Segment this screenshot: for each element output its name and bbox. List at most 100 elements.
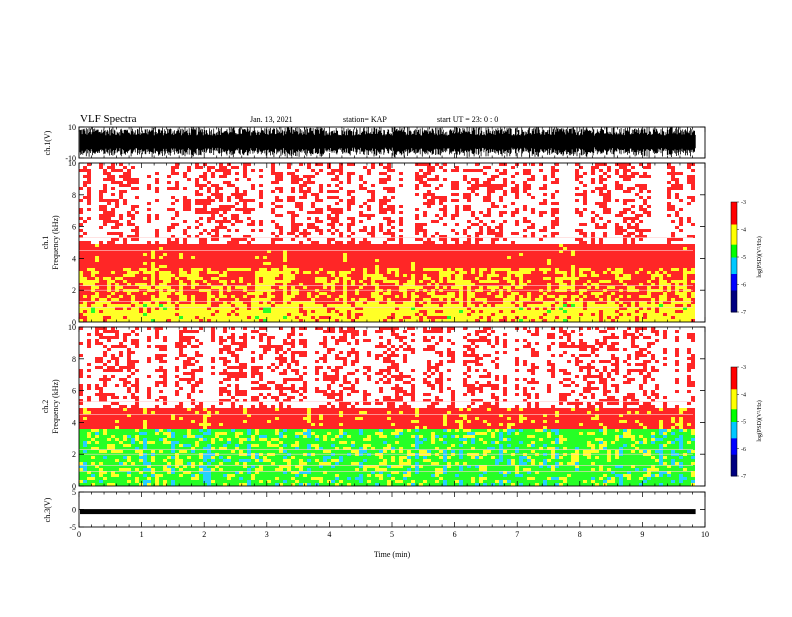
ch1-waveform-ylabel: ch.1(V) — [43, 130, 52, 155]
xtick-label: 0 — [77, 530, 81, 539]
colorbar-segment — [731, 277, 737, 280]
ytick-label: 2 — [72, 450, 76, 459]
figure-title: VLF Spectra — [80, 113, 137, 125]
colorbar-segment — [731, 434, 737, 437]
colorbar-segment — [731, 224, 737, 227]
ytick-label: 10 — [68, 323, 76, 332]
colorbar-segment — [731, 297, 737, 300]
colorbar-segment — [731, 468, 737, 472]
colorbar-segment — [731, 266, 737, 269]
ytick-label: 6 — [72, 223, 76, 232]
colorbar-segment — [731, 445, 737, 448]
colorbar-segment — [731, 218, 737, 221]
colorbar-segment — [731, 425, 737, 428]
colorbar-segment — [731, 392, 737, 395]
ch3-waveform-panel: 50-50 1 2 3 4 5 6 7 8 9 10 — [69, 488, 709, 539]
colorbar-segment — [731, 304, 737, 307]
colorbar-segment — [731, 244, 737, 247]
colorbar-segment — [731, 414, 737, 417]
colorbar-segment — [731, 368, 737, 372]
ytick-label: 8 — [72, 191, 76, 200]
colorbar-tick-label: -7 — [741, 474, 746, 480]
colorbar-segment — [731, 410, 737, 413]
ytick-label: 10 — [68, 159, 76, 168]
colorbar-segment — [731, 286, 737, 289]
ylabel-channel: ch.1 — [41, 236, 50, 250]
colorbar-segment — [731, 310, 737, 313]
colorbar-segment — [731, 258, 737, 262]
colorbar-segment — [731, 213, 737, 216]
colorbar-segment — [731, 379, 737, 383]
xtick-label: 1 — [140, 530, 144, 539]
colorbar-segment — [731, 441, 737, 444]
colorbar-segment — [731, 275, 737, 278]
colorbar-segment — [731, 295, 737, 298]
colorbar-segment — [731, 372, 737, 375]
colorbar-segment — [731, 406, 737, 410]
colorbar-segment — [731, 396, 737, 399]
colorbar-segment — [731, 290, 737, 293]
colorbar-segment — [731, 293, 737, 296]
ytick-label: 10 — [68, 123, 76, 132]
colorbar-segment — [731, 457, 737, 461]
colorbar-segment — [731, 299, 737, 302]
colorbar-segment — [731, 423, 737, 426]
ytick-label: 2 — [72, 286, 76, 295]
colorbar-segment — [731, 225, 737, 229]
ch1-colorbar: -3 -4 -5 -6 -7 — [730, 200, 746, 316]
ch1-colorbar-label: log(PSD)(V²/Hz) — [756, 236, 763, 277]
colorbar-segment — [731, 466, 737, 470]
colorbar-segment — [731, 436, 737, 439]
colorbar-segment — [731, 448, 737, 452]
ch2-colorbar: -3 -4 -5 -6 -7 — [730, 365, 746, 480]
colorbar-tick-label: -5 — [741, 255, 746, 261]
colorbar-segment — [731, 367, 737, 370]
colorbar-segment — [731, 432, 737, 435]
ch2-spectrogram-panel: 0 2 4 6 8 10 ch.2 Frequency (kHz) — [41, 323, 706, 491]
colorbar-segment — [731, 203, 737, 207]
colorbar-segment — [731, 253, 737, 256]
colorbar-segment — [731, 269, 737, 273]
colorbar-segment — [731, 388, 737, 392]
colorbar-segment — [731, 456, 737, 459]
station-label: station= KAP — [343, 115, 387, 124]
colorbar-segment — [731, 211, 737, 214]
colorbar-segment — [731, 376, 737, 379]
colorbar-segment — [731, 426, 737, 430]
spectrogram-cells — [79, 244, 695, 322]
colorbar-segment — [731, 394, 737, 397]
xtick-label: 6 — [453, 530, 457, 539]
colorbar-segment — [731, 249, 737, 252]
colorbar-segment — [731, 446, 737, 450]
colorbar-tick-label: -6 — [741, 283, 746, 289]
colorbar-segment — [731, 437, 737, 441]
plot-frame — [78, 491, 706, 528]
colorbar-segment — [731, 264, 737, 267]
ytick-label: -10 — [65, 154, 76, 163]
xtick-label: 9 — [640, 530, 644, 539]
colorbar-segment — [731, 430, 737, 433]
colorbar-segment — [731, 306, 737, 309]
xtick-label: 8 — [578, 530, 582, 539]
colorbar-segment — [731, 235, 737, 238]
ylabel-frequency: Frequency (kHz) — [51, 379, 60, 434]
colorbar-segment — [731, 214, 737, 218]
colorbar-segment — [731, 381, 737, 384]
colorbar-segment — [731, 284, 737, 287]
xtick-label: 3 — [265, 530, 269, 539]
colorbar-segment — [731, 231, 737, 234]
colorbar-segment — [731, 271, 737, 274]
colorbar-segment — [731, 207, 737, 210]
colorbar-segment — [731, 308, 737, 311]
ytick-label: 8 — [72, 355, 76, 364]
xtick-label: 2 — [202, 530, 206, 539]
spectrogram-cells — [79, 163, 695, 322]
colorbar-segment — [731, 417, 737, 421]
colorbar-segment — [731, 220, 737, 223]
xtick-label: 7 — [515, 530, 519, 539]
colorbar-segment — [731, 421, 737, 424]
colorbar-segment — [731, 216, 737, 219]
ylabel-frequency: Frequency (kHz) — [51, 215, 60, 270]
colorbar-segment — [731, 419, 737, 422]
colorbar-tick-label: -3 — [741, 365, 746, 371]
